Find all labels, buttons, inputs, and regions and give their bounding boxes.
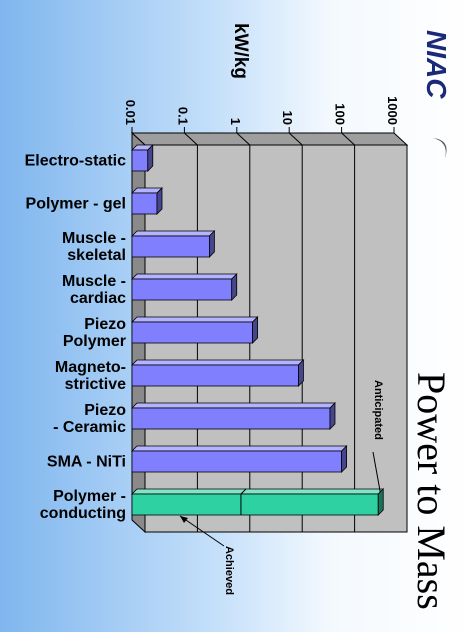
bar-top — [131, 359, 305, 366]
category-label: cardiac — [70, 290, 126, 307]
plot-floor — [130, 132, 409, 146]
category-label: Polymer — [63, 333, 126, 350]
annotation-label: Anticipated — [372, 380, 384, 440]
bar-end — [209, 230, 215, 258]
bar-top — [131, 316, 259, 323]
bar — [131, 321, 253, 344]
category-label: Polymer - — [53, 488, 126, 505]
bar-top — [131, 402, 336, 409]
bar-top — [131, 488, 385, 495]
category-label: Piezo — [84, 316, 126, 333]
gridline-floor — [236, 132, 251, 146]
tick-label: 100 — [333, 103, 348, 125]
niac-logo: NIAC — [421, 30, 452, 158]
gridline-floor — [184, 132, 198, 146]
bar-top — [131, 273, 238, 280]
bar-top — [131, 230, 216, 237]
tick-label: 0.1 — [175, 107, 190, 125]
bar-top — [131, 445, 348, 452]
category-label: Polymer - gel — [26, 196, 126, 213]
category-label: - Ceramic — [53, 419, 126, 436]
bar — [131, 192, 158, 215]
gridline-floor — [288, 132, 303, 146]
bar-end — [252, 316, 258, 344]
tick-label: 1 — [228, 118, 243, 125]
tick-label: 10 — [280, 111, 295, 125]
bar-end — [377, 488, 384, 516]
bar — [131, 364, 299, 387]
annotation-label: Achieved — [223, 546, 235, 595]
slide-title: Power to Mass — [409, 372, 454, 610]
category-label: Electro-static — [25, 153, 126, 170]
category-label: Piezo — [84, 402, 126, 419]
category-label: strictive — [65, 376, 126, 393]
category-label: Magneto- — [55, 359, 126, 376]
bar — [131, 407, 331, 430]
tick-label: 1000 — [385, 96, 400, 125]
category-label: conducting — [40, 505, 126, 522]
annotation-leader — [179, 515, 225, 547]
bar — [131, 493, 379, 516]
logo-text: NIAC — [421, 30, 452, 99]
category-label: SMA - NiTi — [47, 454, 126, 471]
logo-swoosh-icon — [433, 138, 447, 158]
bar-end — [147, 144, 154, 172]
bar-end — [329, 402, 336, 430]
bar — [131, 235, 210, 258]
bar — [131, 450, 343, 473]
bar-end — [231, 273, 238, 301]
value-axis-label: kW/kg — [230, 23, 251, 79]
category-label: Muscle - — [62, 230, 126, 247]
achieved-marker-top — [240, 488, 247, 495]
chart: 0.01 0.1 1 10 100 1000 Electro-static Polymer -… — [25, 96, 409, 595]
bar-end — [156, 187, 163, 215]
gridline-floor — [341, 132, 355, 146]
bar — [131, 278, 233, 301]
tick-label: 0.01 — [123, 100, 138, 125]
category-label: Muscle - — [62, 273, 126, 290]
annotation-leader — [372, 451, 381, 493]
bar-end — [298, 359, 304, 387]
bar — [131, 149, 149, 172]
category-label: skeletal — [67, 247, 126, 264]
bar-end — [341, 445, 348, 473]
annotation-arrowhead — [180, 516, 188, 523]
